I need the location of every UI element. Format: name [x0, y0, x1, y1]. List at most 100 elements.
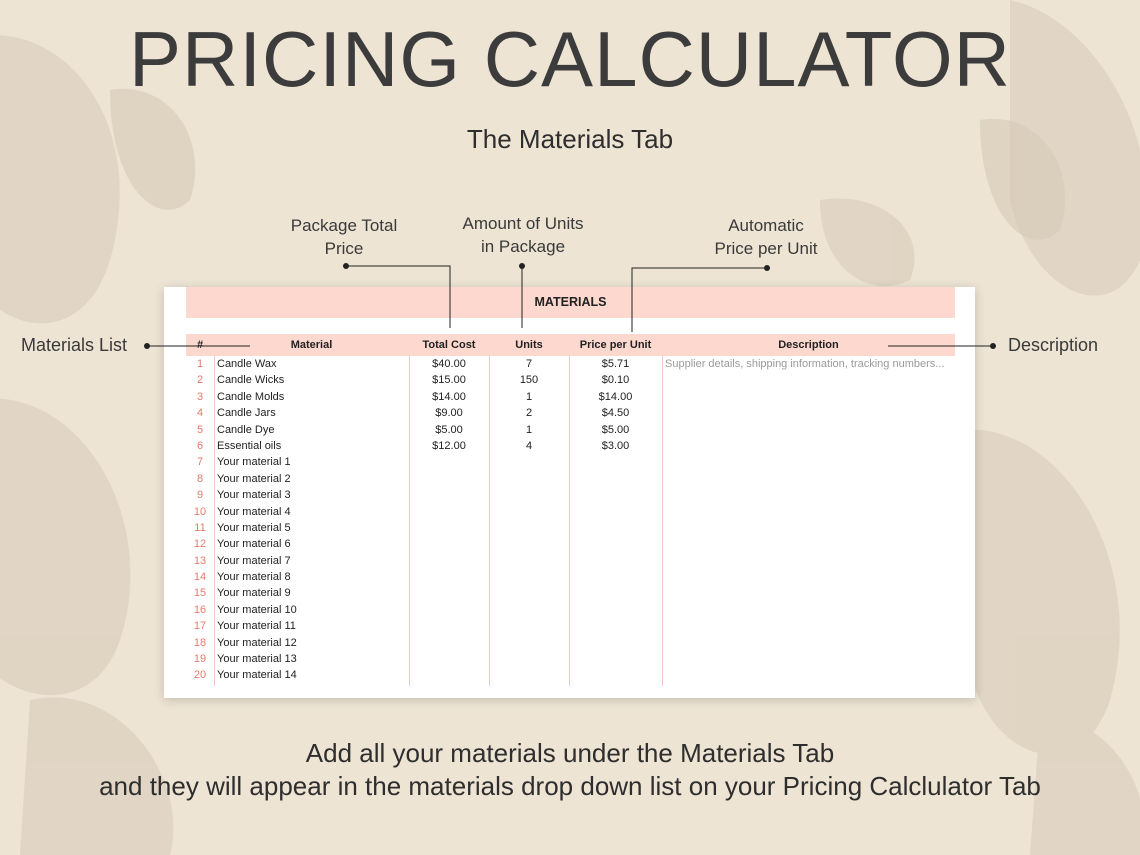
material-cell[interactable]: Your material 7 [217, 554, 291, 567]
table-row[interactable]: 19 Your material 13 [186, 651, 955, 667]
grid-line [214, 356, 215, 686]
material-cell[interactable]: Essential oils [217, 439, 282, 452]
table-row[interactable]: 11 Your material 5 [186, 520, 955, 536]
units-cell[interactable]: 2 [525, 407, 533, 420]
row-number: 3 [196, 390, 204, 403]
row-number: 5 [196, 423, 204, 436]
grid-line [489, 356, 490, 686]
table-row[interactable]: 13 Your material 7 [186, 553, 955, 569]
col-header-units: Units [515, 339, 543, 351]
callout-total-price-line1: Package Total [290, 216, 398, 235]
material-cell[interactable]: Candle Dye [217, 423, 275, 436]
table-row[interactable]: 9 Your material 3 [186, 487, 955, 503]
price-per-unit-cell: $14.00 [598, 390, 633, 403]
table-row[interactable]: 7 Your material 1 [186, 454, 955, 470]
table-row[interactable]: 20 Your material 14 [186, 667, 955, 683]
total-cost-cell[interactable]: $40.00 [432, 358, 466, 370]
row-number: 15 [193, 587, 207, 600]
connector-dot [519, 263, 525, 269]
table-row[interactable]: 3 Candle Molds $14.00 1 $14.00 [186, 389, 955, 405]
row-number: 1 [196, 358, 204, 370]
row-number: 13 [193, 554, 207, 567]
material-cell[interactable]: Your material 12 [217, 636, 297, 649]
table-row[interactable]: 4 Candle Jars $9.00 2 $4.50 [186, 405, 955, 421]
materials-sheet: MATERIALS # Material Total Cost Units Pr… [164, 287, 975, 698]
material-cell[interactable]: Your material 4 [217, 505, 291, 518]
row-number: 12 [193, 538, 207, 551]
price-per-unit-cell: $4.50 [601, 407, 630, 420]
material-cell[interactable]: Candle Wicks [217, 374, 285, 387]
total-cost-cell[interactable]: $9.00 [435, 407, 463, 420]
units-cell[interactable]: 7 [525, 358, 533, 370]
units-cell[interactable]: 4 [525, 439, 533, 452]
col-header-material: Material [290, 339, 333, 351]
row-number: 20 [193, 669, 207, 682]
grid-line [662, 356, 663, 686]
connector-dot [764, 265, 770, 271]
units-cell[interactable]: 1 [525, 390, 533, 403]
description-cell[interactable]: Supplier details, shipping information, … [665, 358, 945, 370]
total-cost-cell[interactable]: $14.00 [432, 390, 466, 403]
row-number: 2 [196, 374, 204, 387]
material-cell[interactable]: Your material 2 [217, 472, 291, 485]
table-row[interactable]: 8 Your material 2 [186, 471, 955, 487]
table-row[interactable]: 14 Your material 8 [186, 569, 955, 585]
col-header-total-cost: Total Cost [422, 339, 476, 351]
price-per-unit-cell: $3.00 [601, 439, 630, 452]
material-cell[interactable]: Your material 10 [217, 603, 297, 616]
table-row[interactable]: 10 Your material 4 [186, 504, 955, 520]
row-number: 14 [193, 571, 207, 584]
table-row[interactable]: 1 Candle Wax $40.00 7 $5.71 Supplier details,… [186, 356, 955, 372]
page-subtitle: The Materials Tab [466, 124, 674, 154]
table-row[interactable]: 17 Your material 11 [186, 618, 955, 634]
callout-units-line1: Amount of Units [462, 214, 584, 233]
price-per-unit-cell: $5.00 [601, 423, 630, 436]
material-cell[interactable]: Your material 6 [217, 538, 291, 551]
callout-ppu-line2: Price per Unit [714, 239, 818, 258]
material-cell[interactable]: Your material 13 [217, 653, 297, 666]
callout-materials-list: Materials List [21, 335, 128, 355]
total-cost-cell[interactable]: $12.00 [432, 439, 466, 452]
material-cell[interactable]: Candle Jars [217, 407, 276, 420]
total-cost-cell[interactable]: $15.00 [432, 374, 466, 387]
col-header-number: # [196, 339, 204, 351]
row-number: 8 [196, 472, 204, 485]
callout-total-price: Package Total Price [279, 214, 409, 260]
grid-line [409, 356, 410, 686]
table-row[interactable]: 12 Your material 6 [186, 536, 955, 552]
callout-price-per-unit: Automatic Price per Unit [700, 214, 832, 260]
col-header-description: Description [778, 339, 839, 351]
table-row[interactable]: 16 Your material 10 [186, 602, 955, 618]
table-row[interactable]: 15 Your material 9 [186, 585, 955, 601]
table-row[interactable]: 2 Candle Wicks $15.00 150 $0.10 [186, 372, 955, 388]
material-cell[interactable]: Your material 14 [217, 669, 297, 682]
row-number: 10 [193, 505, 207, 518]
row-number: 18 [193, 636, 207, 649]
material-cell[interactable]: Candle Molds [217, 390, 285, 403]
callout-total-price-line2: Price [324, 239, 364, 258]
row-number: 16 [193, 603, 207, 616]
material-cell[interactable]: Your material 5 [217, 521, 291, 534]
total-cost-cell[interactable]: $5.00 [435, 423, 463, 436]
footer-line-1: Add all your materials under the Materia… [305, 738, 835, 768]
callout-ppu-line1: Automatic [728, 216, 804, 235]
row-number: 11 [194, 521, 206, 534]
units-cell[interactable]: 150 [519, 374, 539, 387]
table-row[interactable]: 18 Your material 12 [186, 635, 955, 651]
material-cell[interactable]: Your material 11 [217, 620, 296, 633]
materials-table-body: 1 Candle Wax $40.00 7 $5.71 Supplier details,… [186, 356, 955, 684]
material-cell[interactable]: Candle Wax [217, 358, 277, 370]
material-cell[interactable]: Your material 1 [217, 456, 291, 469]
connector-dot [990, 343, 996, 349]
callout-units-line2: in Package [480, 237, 566, 256]
material-cell[interactable]: Your material 8 [217, 571, 291, 584]
price-per-unit-cell: $5.71 [601, 358, 630, 370]
material-cell[interactable]: Your material 9 [217, 587, 291, 600]
material-cell[interactable]: Your material 3 [217, 489, 291, 502]
row-number: 6 [196, 439, 204, 452]
callout-units: Amount of Units in Package [448, 212, 598, 258]
table-row[interactable]: 5 Candle Dye $5.00 1 $5.00 [186, 422, 955, 438]
table-row[interactable]: 6 Essential oils $12.00 4 $3.00 [186, 438, 955, 454]
units-cell[interactable]: 1 [525, 423, 533, 436]
connector-dot [343, 263, 349, 269]
